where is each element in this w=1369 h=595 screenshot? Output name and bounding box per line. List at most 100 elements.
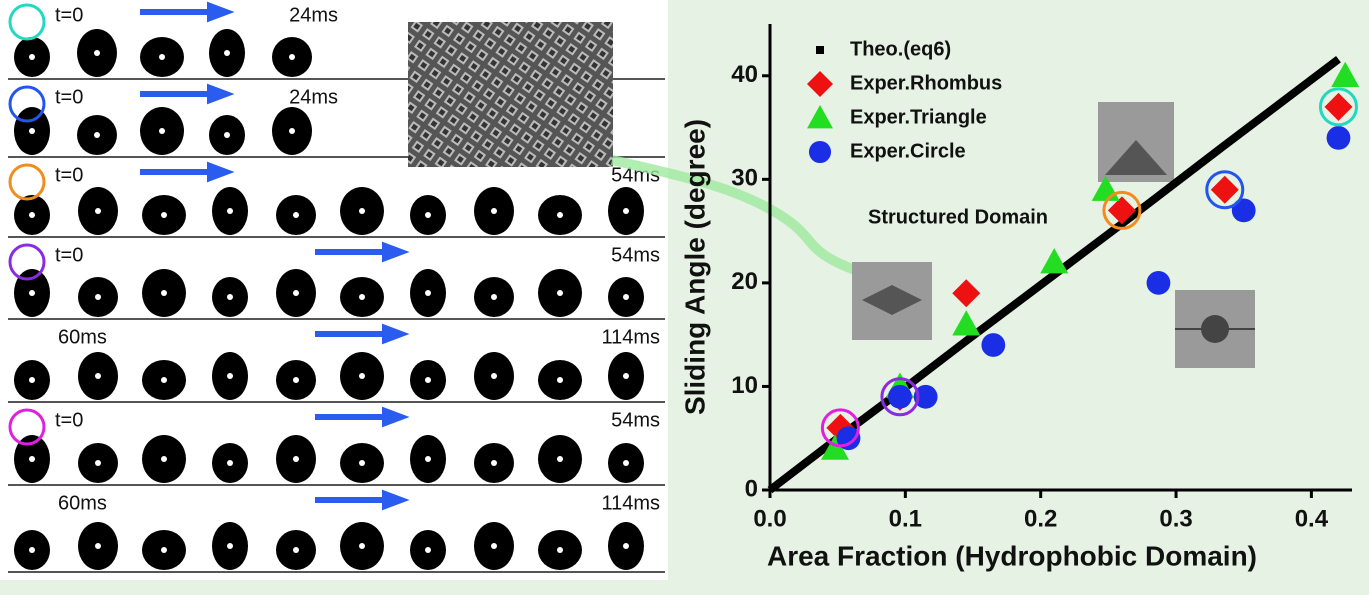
legend-label: Exper.Triangle (850, 106, 987, 128)
droplet-highlight (491, 543, 497, 549)
direction-arrow (315, 241, 410, 263)
droplet-highlight (293, 547, 299, 553)
droplet-highlight (359, 373, 365, 379)
droplet-highlight (359, 460, 365, 466)
y-axis-label: Sliding Angle (degree) (679, 119, 710, 415)
point (1324, 92, 1353, 121)
time-end: 114ms (601, 492, 660, 514)
droplet-highlight (29, 377, 35, 383)
legend-label: Exper.Rhombus (850, 72, 1002, 94)
droplet-highlight (425, 212, 431, 218)
y-tick-label: 0 (745, 475, 758, 502)
droplet-highlight (29, 290, 35, 296)
droplet-rows: t=0 24ms t=0 24ms t=0 54ms t=0 54ms 60ms 114ms t=0… (8, 1, 665, 573)
droplet-highlight (491, 294, 497, 300)
droplet-highlight (491, 460, 497, 466)
droplet-highlight (425, 290, 431, 296)
marker-ring (8, 243, 46, 281)
droplet-highlight (623, 294, 629, 300)
droplet-highlight (557, 547, 563, 553)
droplet-highlight (159, 128, 165, 134)
inset-rhombus (852, 262, 932, 340)
droplet-highlight (557, 212, 563, 218)
y-tick-label: 20 (731, 268, 758, 295)
highlight-ring (820, 408, 860, 448)
droplet-highlight (161, 456, 167, 462)
droplet-highlight (425, 456, 431, 462)
time-end: 24ms (289, 86, 338, 108)
point (820, 434, 849, 460)
y-tick-label: 30 (731, 165, 758, 192)
x-tick-label: 0.2 (1024, 505, 1057, 532)
legend-marker (816, 46, 824, 54)
point (1146, 270, 1171, 295)
droplet-highlight (29, 547, 35, 553)
point (913, 384, 938, 409)
droplet-highlight (227, 460, 233, 466)
droplet-highlight (29, 456, 35, 462)
sem-image (408, 22, 613, 167)
time-start: 60ms (58, 326, 107, 348)
time-end: 114ms (601, 326, 660, 348)
droplet-highlight (95, 543, 101, 549)
droplet-highlight (29, 54, 35, 60)
direction-arrow (315, 406, 410, 428)
legend-label: Exper.Circle (850, 140, 966, 162)
marker-ring (8, 3, 46, 41)
y-tick-label: 40 (731, 61, 758, 88)
droplet-highlight (557, 377, 563, 383)
pointer-arrow (610, 155, 862, 277)
droplet-highlight (425, 547, 431, 553)
time-end: 24ms (289, 4, 338, 26)
y-tick-label: 10 (731, 372, 758, 399)
droplet-highlight (289, 128, 295, 134)
point (1231, 198, 1256, 223)
droplet-highlight (224, 132, 230, 138)
point (1040, 248, 1069, 274)
droplet-highlight (491, 208, 497, 214)
direction-arrow (140, 1, 235, 23)
droplet-highlight (623, 373, 629, 379)
droplet-highlight (227, 208, 233, 214)
droplet-highlight (623, 208, 629, 214)
time-start: t=0 (55, 244, 83, 266)
time-start: t=0 (55, 86, 83, 108)
droplet-highlight (29, 212, 35, 218)
point (1326, 126, 1351, 150)
inset-triangle (1098, 102, 1174, 182)
droplet-highlight (293, 456, 299, 462)
droplet-highlight (29, 128, 35, 134)
legend-marker (807, 105, 833, 129)
droplet-highlight (293, 377, 299, 383)
marker-ring (8, 85, 46, 123)
point (952, 279, 981, 308)
point (1107, 196, 1136, 225)
droplet-highlight (557, 456, 563, 462)
marker-ring (8, 163, 46, 201)
droplet-highlight (359, 294, 365, 300)
droplet-highlight (293, 290, 299, 296)
annotation: Structured Domain (868, 206, 1048, 228)
droplet-highlight (161, 212, 167, 218)
highlight-ring (1318, 87, 1358, 127)
x-tick-label: 0.1 (889, 505, 922, 532)
droplet-highlight (94, 132, 100, 138)
chart: 0 10 20 30 40 0.0 0.1 0.2 0.3 0.4 Sliding Angle (d… (679, 24, 1360, 571)
inset-circle (1175, 290, 1255, 368)
highlight-ring (880, 377, 920, 417)
droplet-highlight (95, 373, 101, 379)
droplet-highlight (95, 294, 101, 300)
x-tick-label: 0.3 (1159, 505, 1192, 532)
droplet-highlight (359, 543, 365, 549)
droplet-highlight (161, 290, 167, 296)
point (1331, 61, 1360, 87)
droplet-highlight (161, 547, 167, 553)
point (836, 426, 861, 451)
direction-arrow (315, 323, 410, 345)
legend-marker (808, 140, 832, 164)
point (888, 384, 912, 409)
droplet-highlight (95, 208, 101, 214)
droplet-highlight (227, 294, 233, 300)
droplet-highlight (159, 54, 165, 60)
